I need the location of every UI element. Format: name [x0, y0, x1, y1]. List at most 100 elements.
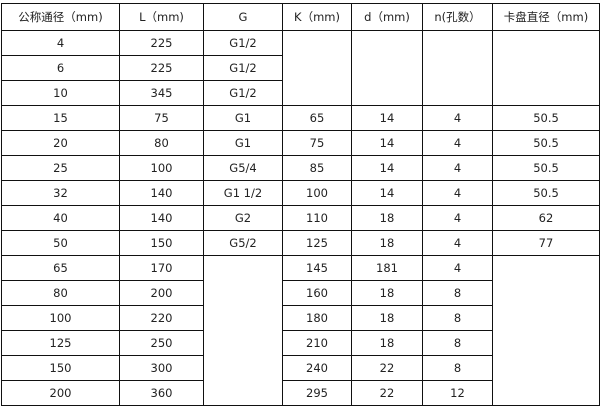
table-cell: 345: [119, 80, 204, 106]
table-row: 20 80 G1 75 14 4 50.5: [1, 130, 600, 156]
table-cell: 4: [422, 130, 493, 156]
table-cell: 75: [119, 105, 204, 131]
table-row: 50 150 G5/2 125 18 4 77: [1, 230, 600, 256]
column-header: 公称通径（mm): [1, 3, 120, 31]
table-cell: 18: [351, 205, 423, 231]
table-cell: 140: [119, 205, 204, 231]
table-cell: 65: [1, 255, 120, 281]
table-cell: 181: [351, 255, 423, 281]
table-cell: 50: [1, 230, 120, 256]
table-cell: 50.5: [492, 105, 600, 131]
column-header: n(孔数）: [422, 3, 493, 31]
column-header: K（mm): [282, 3, 352, 31]
table-cell: 200: [119, 280, 204, 306]
table-cell: G5/4: [203, 155, 283, 181]
column-header: G: [203, 3, 283, 31]
table-cell: 22: [351, 355, 423, 381]
table-cell: 14: [351, 155, 423, 181]
table-cell: 85: [282, 155, 352, 181]
table-cell: 50.5: [492, 180, 600, 206]
table-cell: 20: [1, 130, 120, 156]
table-cell: 125: [1, 330, 120, 356]
table-cell: 10: [1, 80, 120, 106]
table-row: 25 100 G5/4 85 14 4 50.5: [1, 155, 600, 181]
table-cell: 12: [422, 380, 493, 406]
table-row: 65 170 145 181 4: [1, 255, 600, 406]
table-cell: 150: [119, 230, 204, 256]
table-row: 4 225 G1/2: [1, 30, 600, 106]
table-row: 200 360 295 22 12: [1, 380, 600, 406]
table-cell: 75: [282, 130, 352, 156]
table-cell: 4: [422, 105, 493, 131]
table-cell: 100: [119, 155, 204, 181]
table-cell: G1/2: [203, 80, 283, 106]
table-cell: 50.5: [492, 130, 600, 156]
table-cell: 6: [1, 55, 120, 81]
table-cell: 295: [282, 380, 352, 406]
table-cell: 225: [119, 55, 204, 81]
table-row: 40 140 G2 110 18 4 62: [1, 205, 600, 231]
table-cell: 4: [422, 230, 493, 256]
table-cell: 15: [1, 105, 120, 131]
column-header: d（mm): [351, 3, 423, 31]
table-cell: G1 1/2: [203, 180, 283, 206]
table-cell: G5/2: [203, 230, 283, 256]
table-cell: 14: [351, 130, 423, 156]
table-cell: [422, 30, 493, 106]
table-row: 150 300 240 22 8: [1, 355, 600, 381]
table-cell: 210: [282, 330, 352, 356]
table-cell: 300: [119, 355, 204, 381]
table-cell: 18: [351, 330, 423, 356]
table-cell: 200: [1, 380, 120, 406]
table-cell: [351, 30, 423, 106]
table-row: 32 140 G1 1/2 100 14 4 50.5: [1, 180, 600, 206]
table-cell: 220: [119, 305, 204, 331]
table-cell: G1/2: [203, 30, 283, 56]
table-cell: 14: [351, 180, 423, 206]
table-row: 125 250 210 18 8: [1, 330, 600, 356]
table-cell: 77: [492, 230, 600, 256]
table-cell: 4: [1, 30, 120, 56]
table-cell: 360: [119, 380, 204, 406]
table-cell: 18: [351, 280, 423, 306]
table-row: 6 225 G1/2: [1, 55, 600, 81]
table-cell: 62: [492, 205, 600, 231]
table-cell: [282, 30, 352, 106]
table-cell: 110: [282, 205, 352, 231]
table-cell: 8: [422, 330, 493, 356]
table-cell: 65: [282, 105, 352, 131]
table-cell: G1: [203, 130, 283, 156]
table-cell: 100: [1, 305, 120, 331]
table-cell: 32: [1, 180, 120, 206]
table-cell: 80: [1, 280, 120, 306]
table-cell: 150: [1, 355, 120, 381]
table-cell: 180: [282, 305, 352, 331]
column-header: L（mm): [119, 3, 204, 31]
header-row: 公称通径（mm) L（mm) G K（mm) d（mm) n(孔数） 卡盘直径（mm): [1, 3, 600, 31]
table-cell: 80: [119, 130, 204, 156]
table-row: 80 200 160 18 8: [1, 280, 600, 306]
table-cell: 140: [119, 180, 204, 206]
table-cell: 170: [119, 255, 204, 281]
table-cell: 18: [351, 305, 423, 331]
table-cell: [203, 255, 283, 406]
table-cell: 25: [1, 155, 120, 181]
table-cell: 4: [422, 205, 493, 231]
table-cell: G1/2: [203, 55, 283, 81]
column-header: 卡盘直径（mm): [492, 3, 600, 31]
table-cell: 4: [422, 180, 493, 206]
table-cell: 225: [119, 30, 204, 56]
table-cell: 160: [282, 280, 352, 306]
table-cell: 250: [119, 330, 204, 356]
table-cell: 14: [351, 105, 423, 131]
table-cell: 50.5: [492, 155, 600, 181]
table-row: 15 75 G1 65 14 4 50.5: [1, 105, 600, 131]
table-cell: 145: [282, 255, 352, 281]
table-cell: G1: [203, 105, 283, 131]
table-cell: 8: [422, 305, 493, 331]
table-cell: 240: [282, 355, 352, 381]
table-cell: 8: [422, 355, 493, 381]
table-cell: G2: [203, 205, 283, 231]
table-cell: 18: [351, 230, 423, 256]
